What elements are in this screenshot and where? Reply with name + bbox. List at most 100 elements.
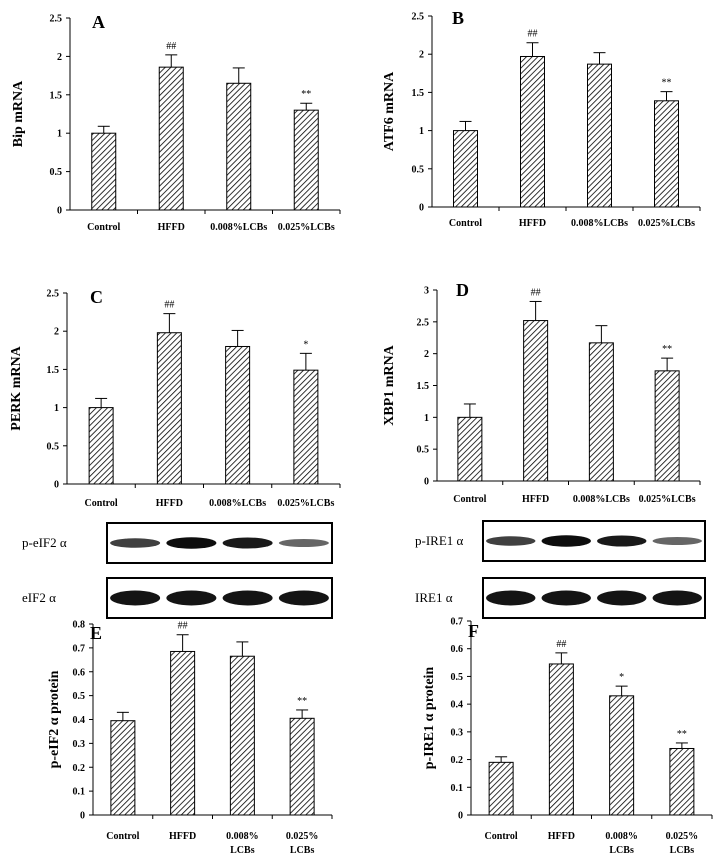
category-label: 0.008%: [226, 831, 259, 842]
blot-label: eIF2 α: [22, 590, 56, 605]
y-tick-label: 1: [54, 403, 59, 414]
category-label: HFFD: [169, 831, 196, 842]
y-tick-label: 0.3: [451, 727, 464, 738]
y-tick-label: 2: [54, 327, 59, 338]
y-tick-label: 2.5: [412, 12, 425, 23]
bar: [229, 655, 255, 816]
y-tick-label: 0: [80, 811, 85, 822]
category-label: HFFD: [548, 831, 575, 842]
category-label: LCBs: [290, 845, 315, 856]
blot-label: p-eIF2 α: [22, 535, 67, 550]
y-tick-label: 0.6: [73, 667, 86, 678]
significance-mark: *: [619, 672, 624, 683]
chart-panel-f: 0 0.1 0.2 0.3 0.4 0.5 0.6 0.7 p-IRE1 α protein F C…: [415, 520, 713, 856]
y-axis-label: Bip mRNA: [11, 80, 26, 147]
blot-band: [110, 590, 161, 606]
bar: [88, 407, 114, 485]
y-axis-label: p-eIF2 α protein: [47, 670, 62, 768]
y-tick-label: 1: [424, 413, 429, 424]
y-tick-label: 2.5: [47, 289, 60, 300]
category-label: Control: [87, 222, 120, 233]
y-tick-label: 0.3: [73, 739, 86, 750]
significance-mark: **: [677, 729, 687, 740]
bar: [488, 761, 514, 816]
y-tick-label: 0.5: [417, 445, 430, 456]
y-tick-label: 2.5: [50, 14, 63, 25]
category-label: 0.008%LCBs: [210, 222, 267, 233]
category-label: 0.025%LCBs: [278, 222, 335, 233]
y-tick-label: 0: [57, 206, 62, 217]
y-tick-label: 1.5: [50, 90, 63, 101]
chart-panel-a: 0 0.5 1 1.5 2 2.5 Bip mRNA A Control ## HFFD 0.008%…: [11, 12, 341, 233]
bar: [654, 100, 679, 208]
category-label: 0.008%LCBs: [209, 498, 266, 509]
y-tick-label: 0.7: [73, 643, 86, 654]
y-tick-label: 0.5: [47, 441, 60, 452]
bar: [226, 82, 252, 211]
significance-mark: ##: [531, 287, 541, 298]
bar: [158, 66, 184, 211]
y-axis-label: p-IRE1 α protein: [422, 667, 437, 770]
chart-panel-d: 0 0.5 1 1.5 2 2.5 3 XBP1 mRNA D Control ## HFFD 0.00…: [382, 280, 701, 505]
bar: [587, 63, 612, 208]
panel-label: C: [90, 287, 103, 307]
category-label: LCBs: [670, 845, 695, 856]
y-tick-label: 0.2: [73, 763, 86, 774]
significance-mark: ##: [556, 639, 566, 650]
y-tick-label: 0.5: [73, 691, 86, 702]
y-tick-label: 0: [54, 480, 59, 491]
blot-label: p-IRE1 α: [415, 533, 464, 548]
blot-label: IRE1 α: [415, 590, 453, 605]
category-label: 0.008%LCBs: [573, 494, 630, 505]
significance-mark: ##: [178, 621, 188, 632]
bar: [588, 342, 614, 482]
significance-mark: **: [662, 78, 672, 89]
significance-mark: **: [297, 696, 307, 707]
significance-mark: ##: [164, 300, 174, 311]
bar: [457, 416, 483, 482]
y-tick-label: 1.5: [417, 381, 430, 392]
y-tick-label: 1.5: [412, 88, 425, 99]
category-label: HFFD: [519, 218, 546, 229]
panel-label: E: [90, 623, 102, 643]
bar: [654, 370, 680, 482]
y-tick-label: 0: [419, 203, 424, 214]
category-label: LCBs: [230, 845, 255, 856]
blot-band: [652, 537, 702, 545]
bar: [225, 345, 251, 485]
blot-band: [486, 536, 536, 546]
blot-band: [278, 539, 329, 547]
bar: [609, 695, 635, 816]
panel-label: B: [452, 8, 464, 28]
y-tick-label: 2.5: [417, 317, 430, 328]
y-tick-label: 0.4: [451, 700, 464, 711]
y-axis-label: XBP1 mRNA: [382, 344, 397, 425]
category-label: 0.025%: [286, 831, 319, 842]
blot-band: [166, 537, 217, 549]
blot-band: [597, 590, 647, 606]
panel-label: F: [468, 621, 479, 641]
y-tick-label: 0: [424, 477, 429, 488]
significance-mark: ##: [528, 29, 538, 40]
category-label: 0.025%LCBs: [638, 218, 695, 229]
y-tick-label: 0: [458, 811, 463, 822]
panel-label: A: [92, 12, 105, 32]
bar: [669, 747, 695, 816]
chart-panel-e: 0 0.1 0.2 0.3 0.4 0.5 0.6 0.7 0.8 p-eIF2 α protei…: [22, 522, 333, 856]
blot-band: [110, 538, 161, 548]
blot-band: [222, 537, 273, 549]
y-tick-label: 3: [424, 286, 429, 297]
y-tick-label: 0.4: [73, 715, 86, 726]
y-tick-label: 0.2: [451, 755, 464, 766]
category-label: 0.008%LCBs: [571, 218, 628, 229]
significance-mark: *: [303, 339, 308, 350]
category-label: Control: [453, 494, 486, 505]
bar: [170, 650, 196, 816]
category-label: HFFD: [156, 498, 183, 509]
chart-panel-b: 0 0.5 1 1.5 2 2.5 ATF6 mRNA B Control ## HFFD 0.008…: [382, 8, 701, 229]
category-label: Control: [85, 498, 118, 509]
blot-band: [541, 590, 591, 606]
category-label: HFFD: [158, 222, 185, 233]
significance-mark: **: [662, 344, 672, 355]
bar: [293, 369, 319, 485]
